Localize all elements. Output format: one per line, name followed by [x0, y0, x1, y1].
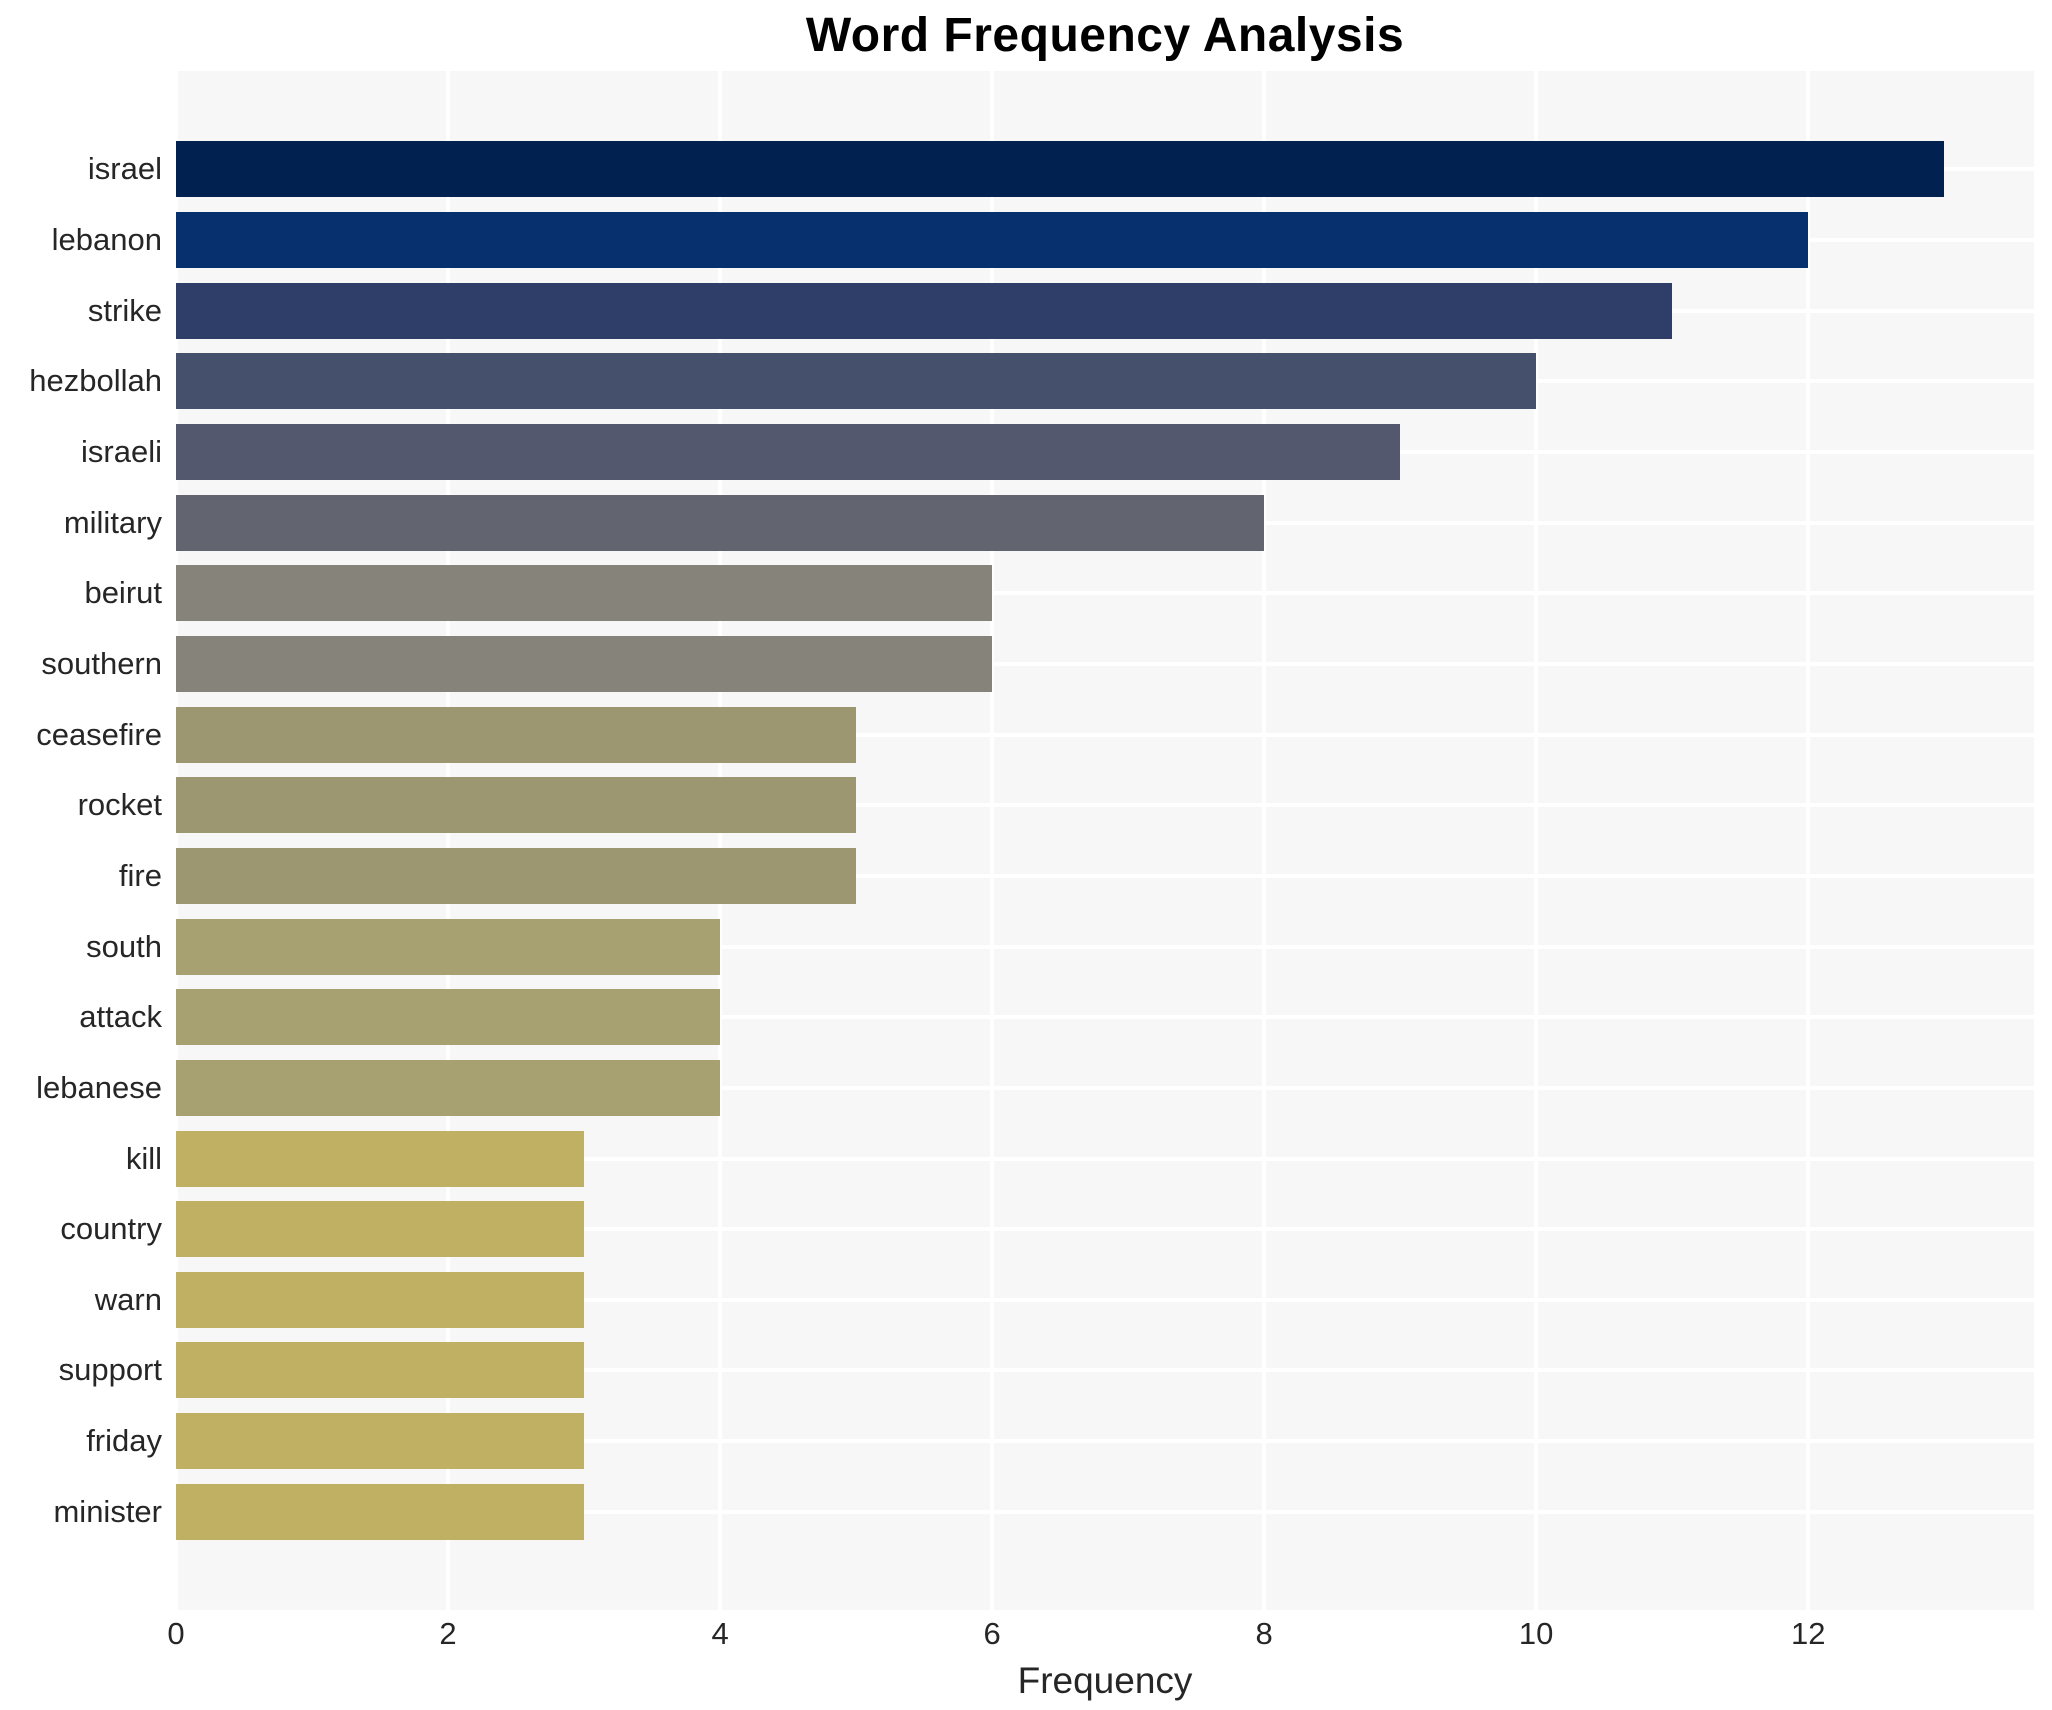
x-tick-label: 0 [167, 1616, 185, 1651]
bar-row: country [60, 1193, 2034, 1265]
bar-row: friday [86, 1405, 2034, 1477]
x-axis-ticks: 0 2 4 6 8 10 12 [167, 1616, 2034, 1660]
x-tick-label: 12 [1790, 1616, 1826, 1651]
y-tick-label: lebanese [36, 1069, 162, 1105]
bar-row: support [59, 1335, 2034, 1406]
y-tick-label: south [86, 928, 162, 964]
bar-row: hezbollah [29, 345, 2034, 417]
bar-lebanon [176, 211, 1809, 268]
bar-support [176, 1342, 585, 1399]
bar-row: warn [95, 1264, 2034, 1336]
y-tick-label: hezbollah [29, 363, 162, 399]
bar-row: minister [53, 1476, 2034, 1548]
bar-attack [176, 989, 721, 1046]
x-tick-label: 2 [439, 1616, 457, 1651]
y-tick-label: israel [87, 151, 162, 187]
bar-row: lebanese [36, 1052, 2034, 1124]
bar-ceasefire [176, 706, 857, 763]
bar-row: ceasefire [36, 699, 2034, 770]
bar-fire [176, 847, 857, 904]
bar-row: rocket [78, 769, 2034, 841]
bar-kill [176, 1130, 585, 1187]
bar-row: lebanon [52, 204, 2034, 276]
y-tick-label: attack [79, 999, 162, 1035]
bar-lebanese [176, 1059, 721, 1116]
bar-row: kill [126, 1123, 2034, 1194]
x-tick-label: 8 [1255, 1616, 1273, 1651]
bar-row: strike [88, 275, 2034, 346]
bar-row: south [86, 911, 2034, 982]
y-tick-label: military [63, 504, 162, 540]
y-tick-label: support [58, 1352, 162, 1388]
y-tick-label: fire [118, 857, 162, 893]
chart-title: Word Frequency Analysis [805, 9, 1405, 62]
bar-row: southern [41, 628, 2034, 700]
y-tick-label: minister [53, 1493, 162, 1529]
plot-area: israel lebanon strike hezbollah israeli milit… [29, 71, 2034, 1610]
x-axis-label: Frequency [1017, 1660, 1193, 1701]
bar-strike [176, 282, 1673, 339]
y-tick-label: kill [125, 1140, 162, 1176]
bar-row: israeli [81, 416, 2034, 488]
bar-israel [176, 141, 1945, 198]
bar-hezbollah [176, 353, 1537, 410]
bar-beirut [176, 565, 993, 622]
bar-friday [176, 1413, 585, 1470]
bar-row: military [64, 487, 2034, 558]
y-tick-label: lebanon [51, 221, 162, 257]
y-tick-label: ceasefire [36, 716, 162, 752]
bar-row: israel [88, 134, 2034, 205]
bar-israeli [176, 423, 1401, 480]
bar-row: beirut [84, 557, 2034, 629]
y-tick-label: rocket [77, 787, 162, 823]
bar-military [176, 494, 1265, 551]
bar-country [176, 1201, 585, 1258]
bar-rocket [176, 777, 857, 834]
bars-container: israel lebanon strike hezbollah israeli milit… [29, 134, 2034, 1548]
x-tick-label: 4 [711, 1616, 729, 1651]
y-tick-label: warn [94, 1281, 162, 1317]
x-tick-label: 10 [1518, 1616, 1554, 1651]
y-tick-label: country [60, 1211, 162, 1247]
y-tick-label: strike [87, 292, 162, 328]
x-tick-label: 6 [983, 1616, 1001, 1651]
bar-warn [176, 1271, 585, 1328]
y-tick-label: friday [86, 1423, 162, 1459]
bar-south [176, 918, 721, 975]
bar-minister [176, 1483, 585, 1540]
y-tick-label: israeli [81, 433, 162, 469]
y-tick-label: southern [41, 645, 162, 681]
bar-southern [176, 635, 993, 692]
bar-row: attack [79, 981, 2034, 1053]
bar-row: fire [119, 840, 2034, 912]
y-tick-label: beirut [84, 575, 162, 611]
